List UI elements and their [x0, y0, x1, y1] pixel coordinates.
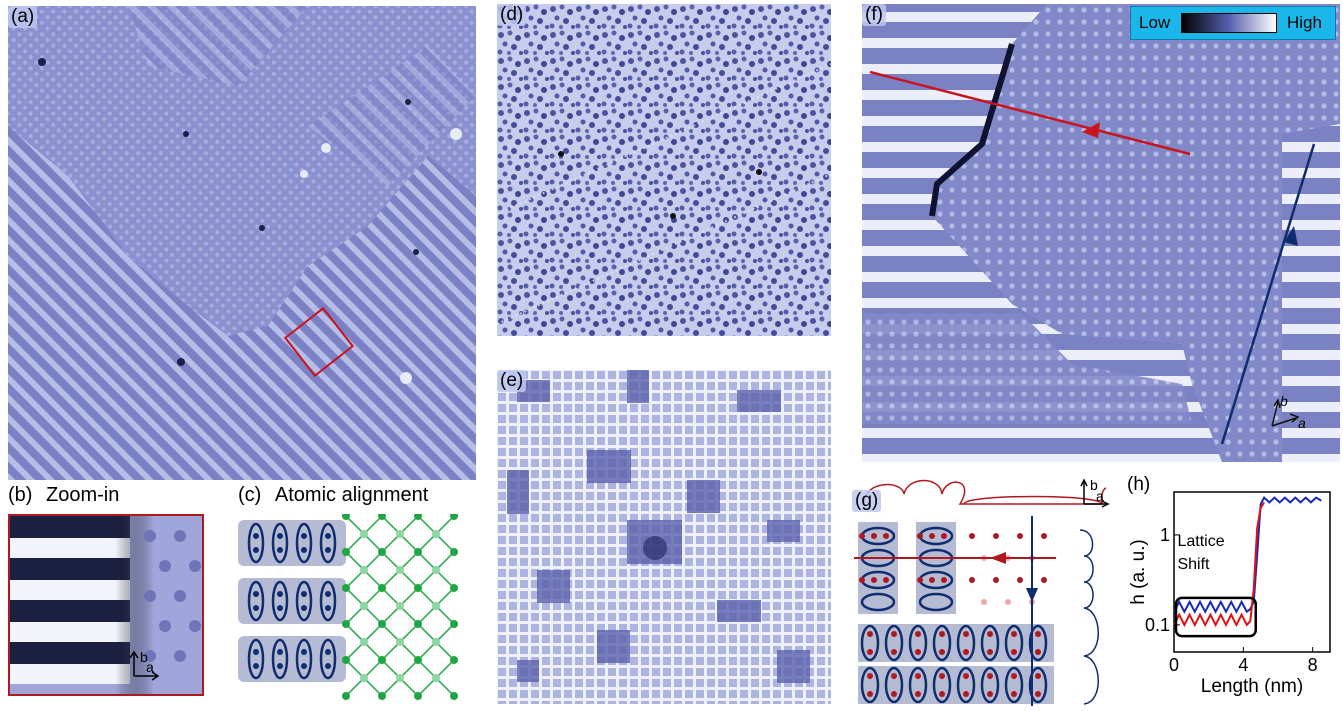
annotation-line1: Lattice [1177, 533, 1224, 550]
panel-e-image [497, 370, 831, 704]
colorbar-low-label: Low [1139, 13, 1171, 32]
panel-g-axis-a: a [1096, 488, 1104, 504]
panel-f-red-linecut [869, 70, 1191, 156]
panel-d-label: (d) [497, 4, 527, 26]
panel-c-diagram [236, 514, 478, 704]
panel-b-image: b a [10, 516, 202, 694]
series-layer [1173, 495, 1322, 628]
panel-c-label: (c) [238, 484, 262, 506]
panel-f-axis-b: b [1280, 393, 1288, 409]
panel-g-svg [854, 479, 1107, 706]
x-tick-label-2: 8 [1308, 655, 1318, 675]
plot-frame [1173, 491, 1331, 653]
panel-c-caption: Atomic alignment [274, 484, 429, 506]
panel-b-label: (b) [8, 484, 33, 506]
x-axis-label: Length (nm) [1201, 676, 1303, 697]
y-axis-label: h (a. u.) [1128, 539, 1149, 604]
panel-e-stm-image: (e) [497, 370, 831, 704]
y-tick-label-1: 1 [1160, 525, 1170, 545]
panel-a-stm-image: (a) [8, 6, 476, 480]
panel-g-diagram: (g) [852, 470, 1110, 710]
colorbar-high-label: High [1287, 13, 1322, 32]
panel-c-svg [238, 514, 458, 700]
panel-b-caption: Zoom-in [46, 484, 120, 506]
zoom-box-marker [283, 306, 355, 378]
panel-c-caption-row: (c) Atomic alignment [238, 484, 428, 507]
panel-e-label: (e) [497, 370, 527, 392]
colorbar-gradient [1181, 13, 1277, 33]
panel-h-chart: 0 4 8 0.1 1 Lattice Shift Length (nm) h (a. … [1120, 474, 1340, 708]
lattice-shift-box [1174, 596, 1257, 638]
panel-g-axis-b: b [1090, 477, 1098, 493]
x-tick-label-0: 0 [1169, 655, 1179, 675]
panel-f-blue-linecut [1220, 143, 1316, 445]
panel-b-caption-row: (b) Zoom-in [8, 484, 119, 507]
panel-d-image [497, 4, 831, 336]
dimer-rows [238, 520, 346, 682]
panel-f-image: b a [862, 4, 1340, 462]
panel-g-axes-icon: b a [1080, 477, 1110, 508]
panel-a-image [8, 6, 476, 480]
panel-b-axes-icon [129, 650, 160, 681]
series-line-1 [1173, 501, 1265, 628]
panel-g-label: (g) [852, 490, 882, 512]
annotation-line2: Shift [1177, 556, 1210, 573]
panel-a-label: (a) [8, 6, 38, 28]
x-tick-label-1: 4 [1238, 655, 1248, 675]
y-tick-label-0: 0.1 [1145, 615, 1170, 635]
panel-f-stm-image: b a (f) Low High [862, 4, 1340, 462]
panel-f-axis-a: a [1298, 415, 1306, 431]
panel-f-label: (f) [862, 4, 886, 26]
panel-f-axes-icon [1271, 398, 1300, 427]
panel-h-svg: 0 4 8 0.1 1 Lattice Shift Length (nm) h (a. … [1128, 491, 1331, 697]
panel-d-stm-image: (d) [497, 4, 831, 336]
series-line-0 [1173, 495, 1322, 614]
panel-b-axis-a: a [146, 659, 154, 675]
panel-b-axis-b: b [140, 649, 148, 665]
panel-h-label: (h) [1127, 474, 1151, 495]
colorbar: Low High [1130, 6, 1336, 40]
panel-b-zoom-image: b a [8, 514, 204, 696]
